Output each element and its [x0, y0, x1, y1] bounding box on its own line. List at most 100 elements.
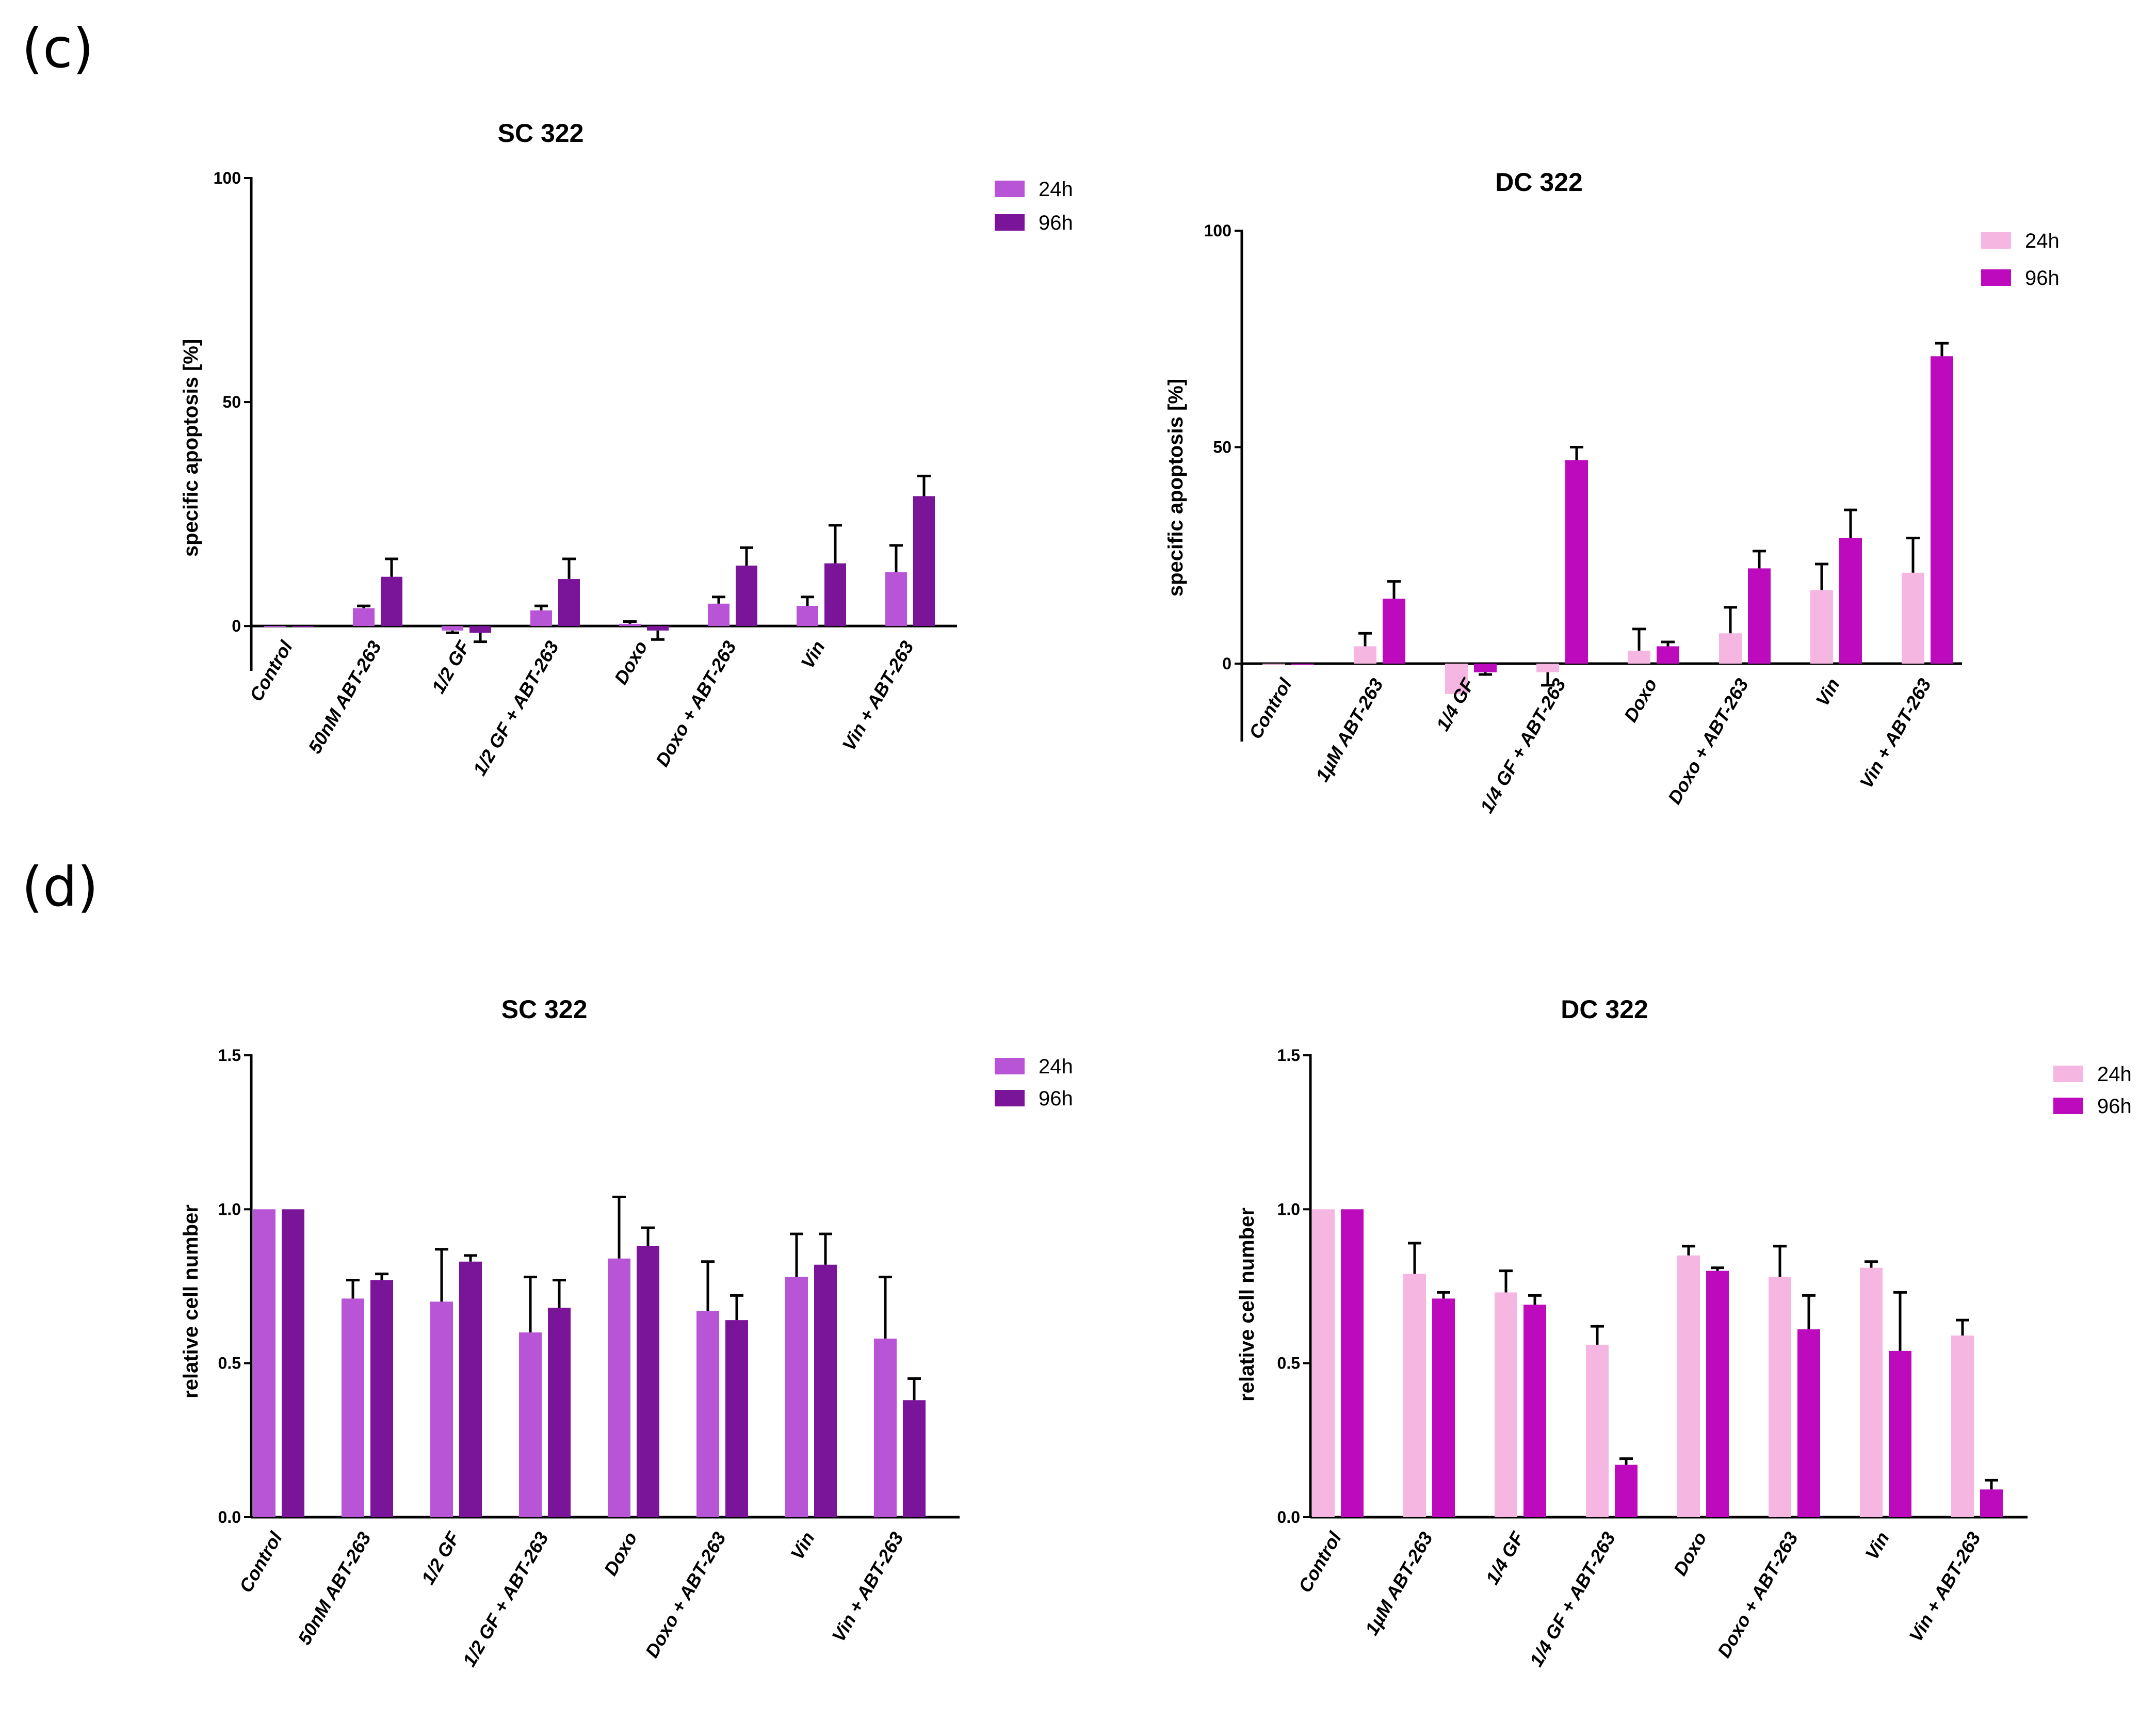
x-tick-label: 1/4 GF + ABT-263: [1526, 1529, 1619, 1670]
bar-96h-2: [1523, 1305, 1546, 1517]
x-tick-label: Doxo + ABT-263: [1713, 1529, 1802, 1662]
chart-dc322-apoptosis: DC 322 specific apoptosis [%] 0 50 100 Cont…: [1164, 168, 2060, 816]
bar-24h-7: [1902, 572, 1924, 664]
y-tick-label: 50: [222, 393, 241, 411]
x-tick-label: 1µM ABT-263: [1311, 674, 1387, 785]
x-tick-label: Vin + ABT-263: [1905, 1529, 1985, 1646]
bar-24h-7: [874, 1338, 897, 1517]
chart-title: SC 322: [498, 119, 584, 148]
legend-swatch-24h: [1981, 232, 2011, 249]
legend-label-24h: 24h: [2025, 230, 2060, 252]
bar-96h-2: [1474, 663, 1497, 672]
bar-24h-7: [885, 572, 907, 626]
y-tick-label: 0: [232, 617, 241, 635]
bar-24h-4: [1677, 1255, 1700, 1517]
bar-96h-5: [736, 565, 757, 626]
y-tick-label: 1.0: [218, 1200, 241, 1218]
panel-label-c: (c): [22, 17, 94, 80]
x-tick-label: Doxo: [1669, 1529, 1711, 1579]
legend-label-96h: 96h: [1039, 212, 1073, 234]
y-axis-label: specific apoptosis [%]: [180, 339, 202, 557]
legend-label-24h: 24h: [1039, 178, 1073, 201]
y-axis-label: relative cell number: [1236, 1208, 1258, 1402]
y-tick-label: 1.0: [1277, 1200, 1300, 1218]
y-tick-label: 0.5: [1277, 1354, 1300, 1373]
x-tick-label: Vin: [1811, 674, 1844, 710]
bar-96h-0: [292, 626, 314, 628]
legend-swatch-96h: [2053, 1098, 2083, 1114]
bar-96h-5: [725, 1320, 748, 1517]
bar-96h-3: [548, 1308, 571, 1517]
x-tick-label: Doxo + ABT-263: [652, 637, 740, 770]
x-tick-label: Control: [1244, 674, 1296, 743]
bar-24h-1: [1403, 1274, 1426, 1517]
y-tick-label: 50: [1213, 438, 1231, 456]
bar-24h-2: [1445, 663, 1468, 694]
bar-96h-4: [647, 626, 669, 631]
x-tick-label: Control: [1294, 1528, 1346, 1596]
bar-24h-1: [353, 608, 375, 626]
bar-96h-7: [1980, 1489, 2003, 1517]
x-tick-label: 1µM ABT-263: [1361, 1529, 1437, 1639]
bar-96h-1: [1432, 1298, 1455, 1517]
chart-sc322-cell-number: SC 322 relative cell number 0.0 0.5 1.0 1.5…: [180, 995, 1073, 1670]
bar-24h-5: [1719, 633, 1742, 664]
bar-96h-6: [814, 1264, 837, 1517]
bar-96h-0: [282, 1209, 304, 1517]
bar-24h-5: [696, 1311, 719, 1517]
chart-dc322-cell-number: DC 322 relative cell number 0.0 0.5 1.0 1.5…: [1236, 995, 2132, 1670]
y-tick-label: 100: [1204, 221, 1231, 240]
bar-24h-2: [430, 1301, 453, 1517]
legend-label-96h: 96h: [2097, 1095, 2132, 1118]
legend-label-96h: 96h: [2025, 267, 2060, 289]
bar-96h-6: [824, 563, 846, 626]
legend-label-96h: 96h: [1039, 1087, 1073, 1110]
x-tick-label: 1/2 GF + ABT-263: [469, 637, 563, 779]
y-tick-label: 0.5: [218, 1354, 241, 1373]
bar-96h-4: [1657, 646, 1679, 664]
x-tick-label: Vin: [797, 637, 829, 672]
bar-24h-5: [708, 603, 730, 626]
bar-24h-1: [1354, 646, 1376, 664]
bar-24h-3: [1586, 1344, 1609, 1517]
bar-96h-2: [459, 1261, 482, 1517]
bar-24h-2: [442, 626, 463, 631]
bar-24h-2: [1495, 1292, 1517, 1517]
chart-title: SC 322: [501, 995, 588, 1024]
bar-24h-6: [797, 606, 818, 626]
bar-96h-1: [381, 576, 402, 626]
x-tick-label: 50nM ABT-263: [304, 637, 385, 757]
legend-swatch-24h: [995, 1058, 1025, 1074]
bar-96h-1: [1383, 599, 1405, 664]
legend-swatch-24h: [2053, 1066, 2083, 1082]
legend-label-24h: 24h: [1039, 1055, 1073, 1078]
chart-title: DC 322: [1561, 995, 1648, 1024]
x-tick-label: 1/4 GF: [1432, 674, 1479, 735]
y-tick-label: 1.5: [218, 1046, 241, 1065]
x-tick-label: 1/4 GF: [1481, 1528, 1528, 1588]
bar-24h-6: [1860, 1267, 1883, 1517]
bar-24h-0: [1262, 663, 1285, 665]
bar-96h-5: [1748, 568, 1771, 664]
bar-24h-4: [1628, 650, 1650, 664]
bar-24h-3: [530, 610, 552, 626]
y-tick-label: 100: [214, 169, 241, 187]
x-tick-label: Vin + ABT-263: [828, 1529, 907, 1646]
bar-96h-6: [1889, 1350, 1911, 1517]
bar-96h-5: [1797, 1329, 1820, 1517]
bar-96h-7: [913, 496, 935, 626]
bar-24h-5: [1769, 1277, 1791, 1517]
bar-24h-6: [1810, 590, 1833, 664]
bar-96h-4: [1706, 1270, 1729, 1517]
y-tick-label: 0: [1222, 654, 1231, 673]
legend-swatch-24h: [995, 181, 1025, 197]
x-tick-label: Control: [235, 1528, 286, 1596]
x-tick-label: Doxo + ABT-263: [1664, 674, 1753, 808]
y-tick-label: 1.5: [1277, 1046, 1300, 1065]
bar-24h-3: [519, 1332, 542, 1517]
y-tick-label: 0.0: [218, 1508, 241, 1526]
legend-label-24h: 24h: [2097, 1063, 2132, 1086]
bar-96h-1: [370, 1280, 393, 1517]
x-tick-label: 1/2 GF + ABT-263: [459, 1529, 553, 1670]
x-tick-label: Vin: [1861, 1529, 1893, 1564]
